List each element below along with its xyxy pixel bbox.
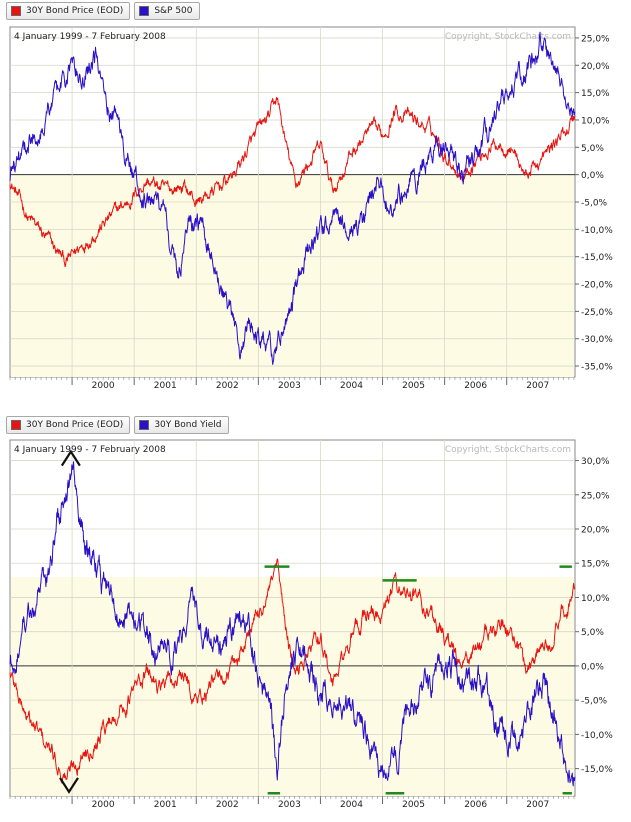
chart-title: 4 January 1999 - 7 February 2008 [14,32,166,42]
y-tick-label: -10,0% [581,731,613,741]
x-tick-label: 2005 [402,800,425,810]
x-tick-label: 2007 [526,381,549,391]
y-tick-label: 25,0% [581,491,610,501]
y-tick-label: 10,0% [581,116,610,126]
trough-arrow-icon [59,777,79,794]
x-tick-label: 2006 [464,800,487,810]
top-chart: 25,0% 20,0% 15,0% 10,0% 5,0% 0,0% -5,0% -10,0% -… [9,26,613,391]
series-line-blue [9,461,576,787]
x-tick-label: 2002 [216,800,239,810]
y-tick-label: 5,0% [581,144,604,154]
top-legend: 30Y Bond Price (EOD) S&P 500 [6,2,200,20]
y-tick-label: 0,0% [581,171,604,181]
highlight-band [11,576,574,796]
legend-swatch-blue [139,6,150,16]
legend-bond-price[interactable]: 30Y Bond Price (EOD) [6,2,131,20]
legend-label: 30Y Bond Price (EOD) [26,6,124,16]
legend-bond-yield[interactable]: 30Y Bond Yield [134,416,229,434]
x-tick-label: 2000 [92,381,115,391]
y-tick-label: -5,0% [581,697,608,707]
x-tick-label: 2004 [340,381,363,391]
x-tick-label: 2001 [154,800,177,810]
x-tick-label: 2004 [340,800,363,810]
x-tick-label: 2003 [278,381,301,391]
x-tick-label: 2007 [526,800,549,810]
peak-arrow-icon [60,449,81,467]
y-tick-label: 0,0% [581,662,604,672]
x-tick-label: 2005 [402,381,425,391]
copyright: Copyright, StockCharts.com [445,445,571,455]
y-tick-label: -15,0% [581,765,613,775]
y-tick-label: 10,0% [581,594,610,604]
x-tick-label: 2002 [216,381,239,391]
y-tick-label: -35,0% [581,363,613,373]
legend-label: 30Y Bond Yield [154,420,222,430]
legend-swatch-red [11,420,21,430]
y-tick-label: 30,0% [581,457,610,467]
x-tick-label: 2001 [154,381,177,391]
legend-bond-price[interactable]: 30Y Bond Price (EOD) [6,416,131,434]
y-tick-label: 20,0% [581,62,610,72]
y-tick-label: 20,0% [581,526,610,536]
y-tick-label: 5,0% [581,628,604,638]
y-tick-label: -5,0% [581,199,608,209]
series-line-red [9,97,576,267]
y-tick-label: 15,0% [581,89,610,99]
legend-sp500[interactable]: S&P 500 [134,2,200,20]
x-tick-label: 2006 [464,381,487,391]
chart-title: 4 January 1999 - 7 February 2008 [14,445,166,455]
y-tick-label: 15,0% [581,560,610,570]
legend-label: S&P 500 [154,6,193,16]
legend-swatch-red [11,6,21,16]
y-tick-label: -25,0% [581,308,613,318]
legend-swatch-blue [139,420,150,430]
x-tick-label: 2000 [92,800,115,810]
highlight-band [11,174,574,377]
y-tick-label: -15,0% [581,253,613,263]
y-tick-label: -10,0% [581,226,613,236]
y-tick-label: -30,0% [581,335,613,345]
series-line-blue [9,31,576,365]
bottom-chart: 30,0% 25,0% 20,0% 15,0% 10,0% 5,0% 0,0% -5,0% -1… [9,439,613,810]
legend-label: 30Y Bond Price (EOD) [26,420,124,430]
y-tick-label: -20,0% [581,281,613,291]
x-tick-label: 2003 [278,800,301,810]
copyright: Copyright, StockCharts.com [445,32,571,42]
bottom-legend: 30Y Bond Price (EOD) 30Y Bond Yield [6,416,229,434]
y-tick-label: 25,0% [581,34,610,44]
series-line-red [9,558,576,784]
